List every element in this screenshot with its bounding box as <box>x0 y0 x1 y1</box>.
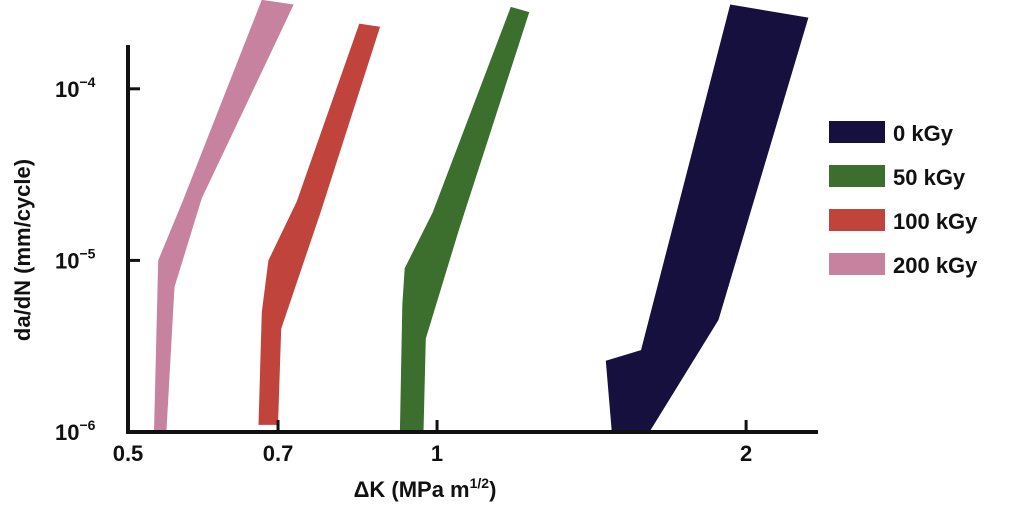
x-tick-label: 0.7 <box>263 441 294 466</box>
legend-label-200-kgy: 200 kGy <box>893 253 978 278</box>
y-axis-title: da/dN (mm/cycle) <box>10 159 35 341</box>
axes <box>126 45 818 434</box>
legend-swatch-200-kgy <box>829 253 885 275</box>
series-band-0-kgy <box>605 4 809 432</box>
x-tick-label: 1 <box>431 441 443 466</box>
x-tick-label: 2 <box>740 441 752 466</box>
series-band-200-kgy <box>154 0 294 432</box>
data-bands <box>154 0 809 433</box>
x-ticks: 0.5 0.7 1 2 <box>113 420 752 466</box>
legend-swatch-0-kgy <box>829 121 885 143</box>
y-ticks: 10−6 10−5 10−4 <box>55 74 140 445</box>
x-axis-title: ΔK (MPa m1/2) <box>354 475 497 502</box>
legend-swatch-100-kgy <box>829 209 885 231</box>
legend-label-0-kgy: 0 kGy <box>893 121 954 146</box>
y-tick-label: 10−5 <box>55 245 96 273</box>
y-tick-label: 10−6 <box>55 417 96 445</box>
series-band-100-kgy <box>258 23 381 425</box>
legend-swatch-50-kgy <box>829 165 885 187</box>
legend: 0 kGy 50 kGy 100 kGy 200 kGy <box>829 121 978 278</box>
y-tick-label: 10−4 <box>55 74 96 102</box>
legend-label-50-kgy: 50 kGy <box>893 165 966 190</box>
series-band-50-kgy <box>399 6 530 433</box>
legend-label-100-kgy: 100 kGy <box>893 209 978 234</box>
x-tick-label: 0.5 <box>113 441 144 466</box>
